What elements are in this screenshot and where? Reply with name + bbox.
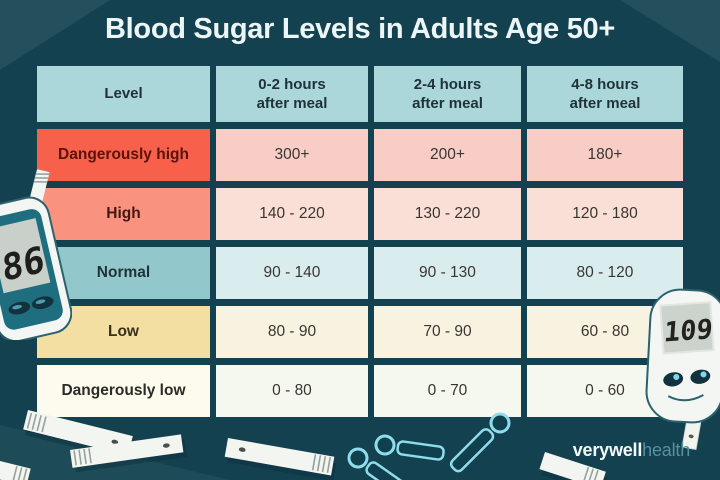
value-cell: 300+ [216,129,368,181]
value-cell: 80 - 120 [527,247,683,299]
verywell-health-logo: verywellhealth [573,440,690,461]
test-strip-icon [224,438,337,480]
lancet-icon [449,412,511,473]
lancet-icon [374,434,445,461]
brand-suffix: health [642,440,690,460]
row-label-dangerously-high: Dangerously high [37,129,210,181]
column-header-2-4-hours: 2-4 hours after meal [374,66,521,122]
value-cell: 80 - 90 [216,306,368,358]
value-cell: 60 - 80 [527,306,683,358]
column-header-level: Level [37,66,210,122]
test-strip-icon [70,434,188,473]
value-cell: 90 - 140 [216,247,368,299]
test-strip-icon [0,458,31,480]
value-cell: 0 - 60 [527,365,683,417]
value-cell: 180+ [527,129,683,181]
lancet-icon [347,447,411,480]
value-cell: 140 - 220 [216,188,368,240]
row-label-low: Low [37,306,210,358]
value-cell: 0 - 80 [216,365,368,417]
row-label-high: High [37,188,210,240]
value-cell: 130 - 220 [374,188,521,240]
blood-sugar-table: Level 0-2 hours after meal 2-4 hours aft… [37,66,683,417]
row-label-normal: Normal [37,247,210,299]
column-header-0-2-hours: 0-2 hours after meal [216,66,368,122]
corner-light-band [0,425,230,480]
value-cell: 200+ [374,129,521,181]
value-cell: 0 - 70 [374,365,521,417]
value-cell: 70 - 90 [374,306,521,358]
brand-name: verywell [572,440,643,460]
page-title: Blood Sugar Levels in Adults Age 50+ [105,13,615,45]
test-strip-icon [23,410,135,462]
value-cell: 120 - 180 [527,188,683,240]
row-label-dangerously-low: Dangerously low [37,365,210,417]
column-header-4-8-hours: 4-8 hours after meal [527,66,683,122]
value-cell: 90 - 130 [374,247,521,299]
